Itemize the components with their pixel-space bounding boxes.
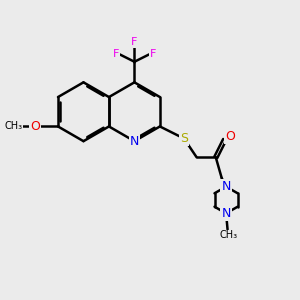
Text: F: F — [149, 50, 156, 59]
Text: N: N — [130, 135, 139, 148]
Text: N: N — [221, 180, 231, 193]
Text: F: F — [113, 50, 119, 59]
Text: F: F — [131, 37, 138, 47]
Text: O: O — [225, 130, 235, 143]
Text: CH₃: CH₃ — [4, 122, 22, 131]
Text: O: O — [30, 120, 40, 133]
Text: CH₃: CH₃ — [220, 230, 238, 240]
Text: S: S — [180, 132, 188, 145]
Text: N: N — [221, 207, 231, 220]
